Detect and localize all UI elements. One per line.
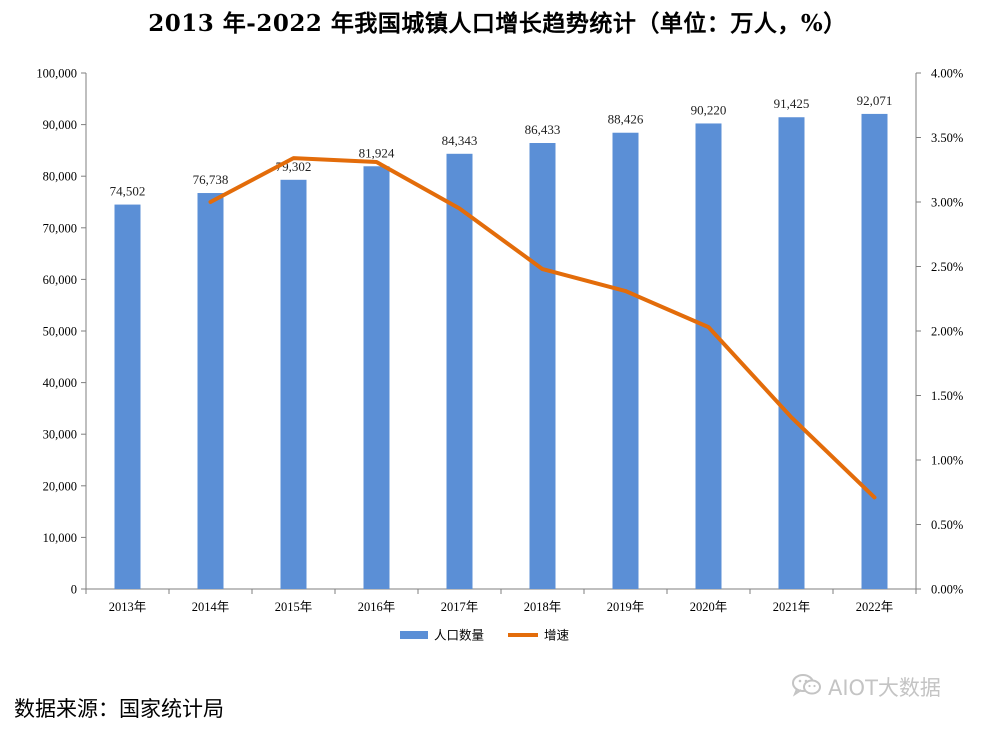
left-tick-label: 40,000 bbox=[43, 376, 77, 390]
left-tick-label: 60,000 bbox=[43, 273, 77, 287]
bar-data-label: 90,220 bbox=[691, 102, 727, 117]
left-tick-label: 100,000 bbox=[36, 67, 77, 81]
left-tick-label: 80,000 bbox=[43, 170, 77, 184]
bar-data-label: 81,924 bbox=[359, 145, 395, 160]
right-tick-label: 0.50% bbox=[931, 518, 963, 532]
bar bbox=[612, 132, 639, 589]
x-tick-label: 2019年 bbox=[607, 600, 645, 614]
x-tick-label: 2015年 bbox=[275, 600, 313, 614]
x-tick-label: 2022年 bbox=[856, 600, 894, 614]
line-series bbox=[208, 156, 877, 500]
right-tick-label: 1.00% bbox=[931, 454, 963, 468]
right-y-axis: 0.00% 0.50% 1.00% 1.50% 2.00% 2.50% 3.00% 3.50%… bbox=[915, 67, 963, 597]
chart-title: 2013 年-2022 年我国城镇人口增长趋势统计（单位：万人，%） bbox=[148, 10, 847, 37]
x-tick-label: 2016年 bbox=[358, 600, 396, 614]
data-source: 数据来源：国家统计局 bbox=[14, 697, 224, 721]
right-tick-label: 1.50% bbox=[931, 389, 963, 403]
legend-bar-swatch bbox=[400, 631, 428, 639]
legend-bar-label: 人口数量 bbox=[434, 628, 484, 643]
bar bbox=[861, 113, 888, 590]
watermark: AIOT大数据 bbox=[792, 672, 941, 702]
x-tick-label: 2018年 bbox=[524, 600, 562, 614]
bar bbox=[363, 166, 390, 589]
bar bbox=[280, 179, 307, 589]
left-tick-label: 90,000 bbox=[43, 118, 77, 132]
bar bbox=[529, 143, 556, 589]
bar-data-label: 76,738 bbox=[193, 172, 229, 187]
bar-data-label: 86,433 bbox=[525, 122, 561, 137]
left-tick-label: 70,000 bbox=[43, 221, 77, 235]
x-tick-label: 2013年 bbox=[109, 600, 147, 614]
bar-data-labels: 74,50276,73879,30281,92484,34386,43388,4… bbox=[110, 93, 893, 199]
x-tick-label: 2021年 bbox=[773, 600, 811, 614]
right-tick-label: 4.00% bbox=[931, 67, 963, 81]
bar bbox=[695, 123, 722, 590]
legend: 人口数量 增速 bbox=[400, 628, 570, 643]
right-tick-label: 0.00% bbox=[931, 583, 963, 597]
right-tick-label: 3.50% bbox=[931, 131, 963, 145]
x-tick-label: 2014年 bbox=[192, 600, 230, 614]
left-tick-label: 0 bbox=[71, 583, 77, 597]
watermark-text: AIOT大数据 bbox=[828, 676, 941, 700]
bar bbox=[778, 117, 805, 589]
bar-series bbox=[114, 113, 888, 590]
wechat-icon bbox=[792, 673, 822, 702]
bar bbox=[114, 204, 141, 589]
bar-data-label: 91,425 bbox=[774, 96, 810, 111]
legend-line-label: 增速 bbox=[544, 628, 570, 643]
left-tick-label: 50,000 bbox=[43, 325, 77, 339]
bar-data-label: 74,502 bbox=[110, 184, 146, 199]
x-tick-label: 2020年 bbox=[690, 600, 728, 614]
x-axis: 2013年 2014年 2015年 2016年 2017年 2018年 2019年 2020年… bbox=[85, 588, 917, 614]
bar bbox=[197, 193, 224, 589]
right-tick-label: 2.00% bbox=[931, 325, 963, 339]
left-y-axis: 0 10,000 20,000 30,000 40,000 50,000 60,000 70,… bbox=[36, 67, 87, 597]
left-tick-label: 10,000 bbox=[43, 531, 77, 545]
right-tick-label: 2.50% bbox=[931, 260, 963, 274]
left-tick-label: 20,000 bbox=[43, 479, 77, 493]
bar-data-label: 92,071 bbox=[857, 93, 893, 108]
right-tick-label: 3.00% bbox=[931, 196, 963, 210]
bar-data-label: 88,426 bbox=[608, 112, 644, 127]
bar bbox=[446, 153, 473, 590]
left-tick-label: 30,000 bbox=[43, 428, 77, 442]
x-tick-label: 2017年 bbox=[441, 600, 479, 614]
bar-data-label: 84,343 bbox=[442, 133, 478, 148]
